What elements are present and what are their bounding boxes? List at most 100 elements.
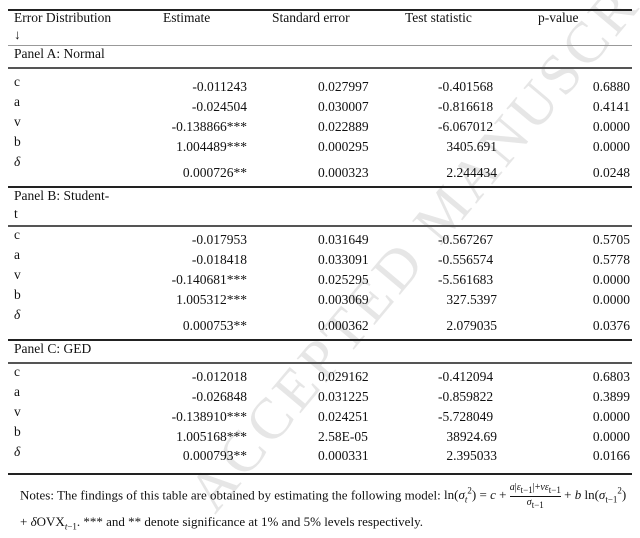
test-statistic-value: -5.561683 xyxy=(438,272,494,287)
test-statistic-value: -6.067012 xyxy=(438,119,494,134)
test-statistic-value: 2.395033 xyxy=(446,448,497,463)
header-standard-error: Standard error xyxy=(272,10,350,25)
estimate-value: -0.018418 xyxy=(191,252,247,267)
estimate-value: 0.000793** xyxy=(182,448,247,463)
table-notes: Notes: The findings of this table are ob… xyxy=(20,481,630,538)
panel-title: Panel B: Student- xyxy=(14,188,110,203)
p-value: 0.0000 xyxy=(592,292,630,307)
estimate-value: -0.012018 xyxy=(191,369,247,384)
p-value: 0.6803 xyxy=(592,369,630,384)
panel-bottom-rule xyxy=(8,339,632,341)
standard-error-value: 0.000323 xyxy=(318,165,369,180)
table-row: v -0.138910*** 0.024251 -5.728049 0.0000 xyxy=(8,404,632,424)
p-value: 0.4141 xyxy=(592,99,630,114)
panel-bottom-rule xyxy=(8,473,632,475)
standard-error-value: 0.025295 xyxy=(318,272,369,287)
p-value: 0.5778 xyxy=(592,252,630,267)
estimate-value: -0.011243 xyxy=(192,79,247,94)
header-test-statistic: Test statistic xyxy=(405,10,472,25)
test-statistic-value: 2.244434 xyxy=(446,165,497,180)
table-row: δ 0.000726** 0.000323 2.244434 0.0248 xyxy=(8,154,632,184)
standard-error-value: 0.003069 xyxy=(318,292,369,307)
standard-error-value: 0.031649 xyxy=(318,232,369,247)
header-error-distribution: Error Distribution xyxy=(14,10,112,25)
param-label: δ xyxy=(14,154,21,169)
p-value: 0.3899 xyxy=(592,389,630,404)
estimate-value: -0.138866*** xyxy=(171,119,247,134)
test-statistic-value: -5.728049 xyxy=(438,409,494,424)
param-label: b xyxy=(14,424,21,439)
p-value: 0.0166 xyxy=(592,448,630,463)
estimate-value: -0.017953 xyxy=(191,232,247,247)
standard-error-value: 0.029162 xyxy=(318,369,369,384)
notes-prefix: Notes: The findings of this table are ob… xyxy=(20,487,444,503)
estimate-value: -0.024504 xyxy=(191,99,247,114)
standard-error-value: 0.000362 xyxy=(318,318,369,333)
param-label: a xyxy=(14,247,20,262)
p-value: 0.0000 xyxy=(592,272,630,287)
panel-rule xyxy=(8,362,632,364)
header-rule xyxy=(8,45,632,46)
standard-error-value: 0.022889 xyxy=(318,119,369,134)
estimate-value: -0.140681*** xyxy=(171,272,247,287)
param-label: a xyxy=(14,384,20,399)
param-label: δ xyxy=(14,307,21,322)
table-row: δ 0.000753** 0.000362 2.079035 0.0376 xyxy=(8,307,632,337)
param-label: v xyxy=(14,267,21,282)
notes-suffix: . *** and ** denote significance at 1% a… xyxy=(76,513,423,529)
table-row: δ 0.000793** 0.000331 2.395033 0.0166 xyxy=(8,444,632,474)
test-statistic-value: 327.5397 xyxy=(446,292,497,307)
p-value: 0.0000 xyxy=(592,139,630,154)
table-row: b 1.005168*** 2.58E-05 38924.69 0.0000 xyxy=(8,424,632,444)
standard-error-value: 0.024251 xyxy=(318,409,369,424)
param-label: v xyxy=(14,114,21,129)
panel-title-line2: t xyxy=(14,206,18,221)
standard-error-value: 0.000295 xyxy=(318,139,369,154)
standard-error-value: 0.033091 xyxy=(318,252,369,267)
table-row: b 1.005312*** 0.003069 327.5397 0.0000 xyxy=(8,287,632,307)
standard-error-value: 0.027997 xyxy=(318,79,369,94)
test-statistic-value: -0.816618 xyxy=(438,99,494,114)
param-label: a xyxy=(14,94,20,109)
table-row: c -0.017953 0.031649 -0.567267 0.5705 xyxy=(8,227,632,247)
estimate-value: -0.026848 xyxy=(191,389,247,404)
standard-error-value: 0.031225 xyxy=(318,389,369,404)
param-label: c xyxy=(14,74,20,89)
estimate-value: 0.000753** xyxy=(182,318,247,333)
test-statistic-value: -0.412094 xyxy=(438,369,494,384)
test-statistic-value: 2.079035 xyxy=(446,318,497,333)
panel-rule xyxy=(8,67,632,69)
p-value: 0.0000 xyxy=(592,429,630,444)
standard-error-value: 0.000331 xyxy=(318,448,369,463)
test-statistic-value: -0.859822 xyxy=(438,389,494,404)
table-row: a -0.024504 0.030007 -0.816618 0.4141 xyxy=(8,94,632,114)
test-statistic-value: 3405.691 xyxy=(446,139,497,154)
table-row: a -0.018418 0.033091 -0.556574 0.5778 xyxy=(8,247,632,267)
test-statistic-value: -0.556574 xyxy=(438,252,494,267)
param-label: v xyxy=(14,404,21,419)
panel-title: Panel A: Normal xyxy=(14,46,105,61)
table-row: v -0.138866*** 0.022889 -6.067012 0.0000 xyxy=(8,114,632,134)
header-p-value: p-value xyxy=(538,10,579,25)
table-row: b 1.004489*** 0.000295 3405.691 0.0000 xyxy=(8,134,632,154)
param-label: b xyxy=(14,134,21,149)
estimate-value: 0.000726** xyxy=(182,165,247,180)
top-rule xyxy=(8,9,632,11)
header-estimate: Estimate xyxy=(163,10,211,25)
p-value: 0.6880 xyxy=(592,79,630,94)
panel-bottom-rule xyxy=(8,186,632,188)
table-row: v -0.140681*** 0.025295 -5.561683 0.0000 xyxy=(8,267,632,287)
estimate-value: -0.138910*** xyxy=(171,409,247,424)
test-statistic-value: -0.401568 xyxy=(438,79,494,94)
standard-error-value: 2.58E-05 xyxy=(318,429,368,444)
test-statistic-value: 38924.69 xyxy=(446,429,497,444)
table-row: c -0.012018 0.029162 -0.412094 0.6803 xyxy=(8,364,632,384)
p-value: 0.5705 xyxy=(592,232,630,247)
p-value: 0.0000 xyxy=(592,119,630,134)
table-row: a -0.026848 0.031225 -0.859822 0.3899 xyxy=(8,384,632,404)
param-label: c xyxy=(14,227,20,242)
estimate-value: 1.005312*** xyxy=(176,292,247,307)
panel-rule xyxy=(8,225,632,227)
standard-error-value: 0.030007 xyxy=(318,99,369,114)
param-label: δ xyxy=(14,444,21,459)
